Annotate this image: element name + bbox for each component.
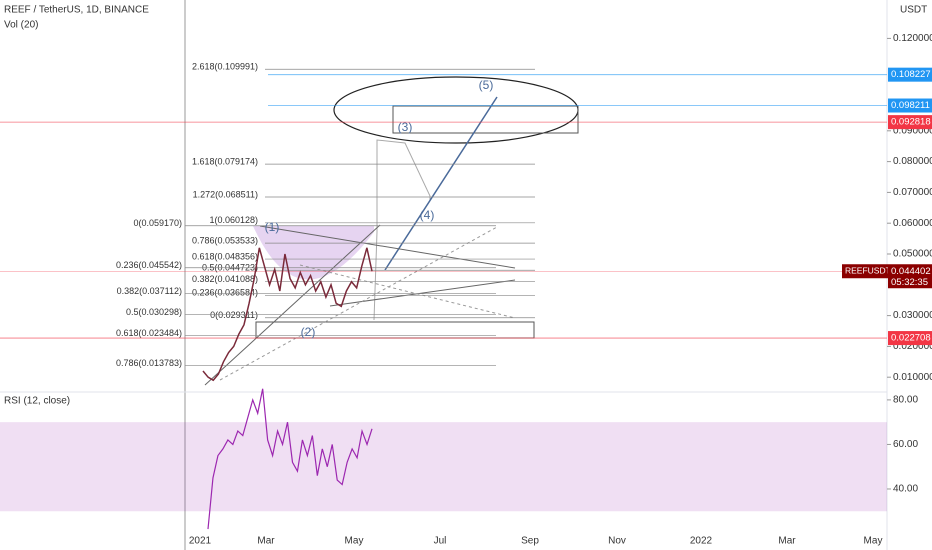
- fib-label: 1.618(0.079174): [192, 157, 258, 167]
- y-tick-label: 0.050000: [893, 249, 932, 260]
- fib-label: 2.618(0.109991): [192, 62, 258, 72]
- x-tick-label: Sep: [521, 536, 539, 547]
- wave-label: (4): [420, 208, 435, 222]
- y-tick-label: 0.090000: [893, 125, 932, 136]
- symbol-tag-label: REEFUSDT: [845, 265, 891, 275]
- wave-label: (2): [301, 325, 316, 339]
- symbol-tag: [842, 264, 888, 279]
- last-price-tag: [888, 264, 932, 289]
- fib-label: 0.618(0.023484): [116, 328, 182, 338]
- trend-line-dashed: [299, 264, 516, 319]
- x-tick-label: 2021: [189, 536, 212, 547]
- trend-line: [259, 225, 516, 269]
- y-tick-label: 0.070000: [893, 187, 932, 198]
- price-tag-label: 0.022708: [891, 333, 931, 344]
- price-tag-label: 0.092818: [891, 117, 931, 128]
- trend-line: [329, 279, 516, 307]
- rsi-band: [0, 422, 887, 512]
- price-tag: [888, 115, 932, 130]
- y-tick-label: 0.120000: [893, 33, 932, 44]
- fib-label: 0.5(0.030298): [126, 307, 182, 317]
- fib-label: 0.382(0.041088): [192, 274, 258, 284]
- price-line-series: [202, 247, 373, 382]
- chart-title: REEF / TetherUS, 1D, BINANCE: [4, 5, 149, 16]
- volume-title: Vol (20): [4, 20, 38, 31]
- wave-label: (5): [479, 78, 494, 92]
- rsi-line: [207, 388, 373, 530]
- price-tag: [888, 331, 932, 346]
- price-tag-label: 0.108227: [891, 69, 931, 80]
- price-tag: [888, 98, 932, 113]
- x-tick-label: Jul: [434, 536, 447, 547]
- fib-label: 0(0.029311): [210, 310, 258, 320]
- x-tick-label: 2022: [690, 536, 713, 547]
- fib-label: 0.786(0.053533): [192, 235, 258, 245]
- y-tick-label: 0.060000: [893, 218, 932, 229]
- fib-label: 1.272(0.068511): [193, 189, 258, 199]
- y-tick-label: 0.010000: [893, 372, 932, 383]
- wave-label: (1): [265, 220, 280, 234]
- target-box: [392, 105, 579, 134]
- y-tick-label: 0.030000: [893, 310, 932, 321]
- price-tag-label: 0.098211: [891, 100, 930, 111]
- rsi-title: RSI (12, close): [4, 396, 70, 407]
- last-price-label: 0.044402: [891, 266, 931, 277]
- trend-line-dashed: [219, 226, 498, 381]
- fib-label: 0.236(0.045542): [116, 260, 182, 270]
- y-tick-label: 0.080000: [893, 156, 932, 167]
- fib-label: 0.236(0.036584): [192, 288, 258, 298]
- rsi-tick-label: 40.00: [893, 484, 918, 495]
- price-tag: [888, 67, 932, 82]
- trend-line: [204, 224, 381, 386]
- rsi-tick-label: 60.00: [893, 439, 918, 450]
- wave-label: (3): [398, 120, 413, 134]
- countdown: 05:32:35: [891, 277, 928, 288]
- x-tick-label: Nov: [608, 536, 626, 547]
- fib-label: 0.618(0.048356): [192, 251, 258, 261]
- x-tick-label: May: [864, 536, 883, 547]
- fib-label: 0.382(0.037112): [117, 286, 182, 296]
- rsi-tick-label: 80.00: [893, 395, 918, 406]
- x-tick-label: Mar: [257, 536, 275, 547]
- fib-label: 0.786(0.013783): [116, 358, 182, 368]
- x-tick-label: May: [345, 536, 364, 547]
- fib-label: 0(0.059170): [133, 218, 182, 228]
- currency-label: USDT: [900, 5, 927, 16]
- x-tick-label: Mar: [778, 536, 796, 547]
- wave-arrow: [384, 96, 498, 271]
- fib-label: 1(0.060128): [209, 215, 258, 225]
- y-tick-label: 0.020000: [893, 341, 932, 352]
